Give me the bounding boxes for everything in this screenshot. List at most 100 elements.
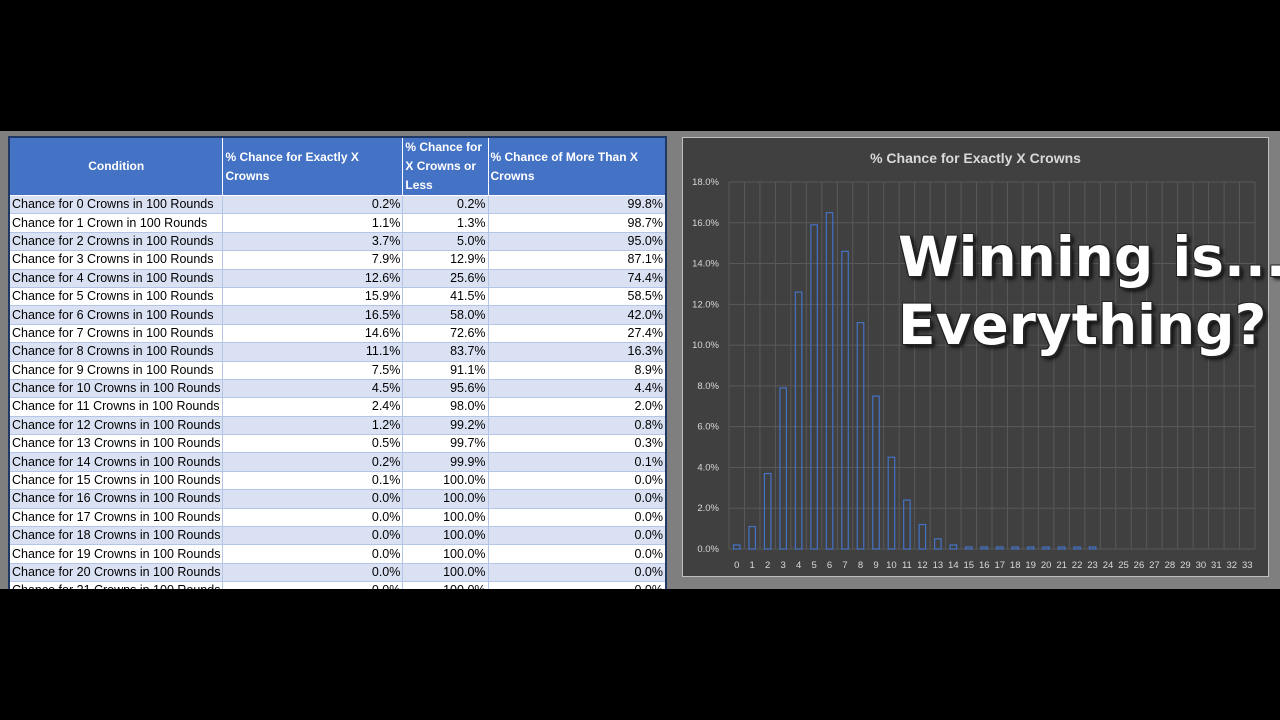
cell-more-than[interactable]: 87.1%: [487, 250, 667, 270]
cell-more-than[interactable]: 95.0%: [487, 231, 667, 252]
cell-condition[interactable]: Chance for 16 Crowns in 100 Rounds: [8, 489, 224, 509]
cell-or-less[interactable]: 12.9%: [402, 250, 489, 270]
cell-exactly[interactable]: 1.2%: [222, 415, 404, 436]
y-tick-label: 18.0%: [692, 177, 719, 188]
cell-or-less[interactable]: 5.0%: [402, 231, 489, 252]
cell-condition[interactable]: Chance for 3 Crowns in 100 Rounds: [8, 250, 224, 270]
cell-more-than[interactable]: 0.0%: [487, 581, 667, 589]
cell-condition[interactable]: Chance for 18 Crowns in 100 Rounds: [8, 526, 224, 546]
cell-more-than[interactable]: 0.0%: [487, 562, 667, 583]
cell-more-than[interactable]: 0.0%: [487, 544, 667, 564]
cell-more-than[interactable]: 58.5%: [487, 286, 667, 307]
header-exactly[interactable]: % Chance for Exactly X Crowns: [222, 136, 404, 196]
cell-or-less[interactable]: 100.0%: [402, 581, 489, 589]
cell-exactly[interactable]: 3.7%: [222, 231, 404, 252]
chart-panel[interactable]: % Chance for Exactly X Crowns 0.0% 2.0% 4.…: [682, 137, 1269, 577]
cell-exactly[interactable]: 0.0%: [222, 581, 404, 589]
cell-or-less[interactable]: 95.6%: [402, 378, 489, 399]
cell-or-less[interactable]: 41.5%: [402, 286, 489, 307]
cell-more-than[interactable]: 0.8%: [487, 415, 667, 436]
x-tick-label: 26: [1134, 560, 1145, 571]
cell-condition[interactable]: Chance for 11 Crowns in 100 Rounds: [8, 397, 224, 417]
cell-or-less[interactable]: 98.0%: [402, 397, 489, 417]
cell-condition[interactable]: Chance for 1 Crown in 100 Rounds: [8, 213, 224, 233]
cell-exactly[interactable]: 0.0%: [222, 526, 404, 546]
cell-more-than[interactable]: 98.7%: [487, 213, 667, 233]
cell-condition[interactable]: Chance for 15 Crowns in 100 Rounds: [8, 470, 224, 491]
cell-or-less[interactable]: 99.9%: [402, 452, 489, 472]
x-tick-label: 21: [1056, 560, 1067, 571]
cell-exactly[interactable]: 1.1%: [222, 213, 404, 233]
cell-or-less[interactable]: 25.6%: [402, 268, 489, 288]
cell-more-than[interactable]: 0.3%: [487, 434, 667, 454]
spreadsheet[interactable]: Condition % Chance for Exactly X Crowns …: [8, 136, 667, 589]
cell-exactly[interactable]: 2.4%: [222, 397, 404, 417]
cell-exactly[interactable]: 0.2%: [222, 452, 404, 472]
cell-exactly[interactable]: 0.0%: [222, 544, 404, 564]
cell-exactly[interactable]: 0.5%: [222, 434, 404, 454]
cell-more-than[interactable]: 99.8%: [487, 194, 667, 215]
cell-condition[interactable]: Chance for 12 Crowns in 100 Rounds: [8, 415, 224, 436]
cell-more-than[interactable]: 42.0%: [487, 305, 667, 325]
cell-exactly[interactable]: 11.1%: [222, 342, 404, 362]
cell-exactly[interactable]: 0.0%: [222, 507, 404, 528]
header-or-less[interactable]: % Chance for X Crowns or Less: [402, 136, 489, 196]
cell-condition[interactable]: Chance for 10 Crowns in 100 Rounds: [8, 378, 224, 399]
cell-condition[interactable]: Chance for 14 Crowns in 100 Rounds: [8, 452, 224, 472]
cell-more-than[interactable]: 2.0%: [487, 397, 667, 417]
cell-condition[interactable]: Chance for 19 Crowns in 100 Rounds: [8, 544, 224, 564]
cell-condition[interactable]: Chance for 13 Crowns in 100 Rounds: [8, 434, 224, 454]
cell-or-less[interactable]: 100.0%: [402, 489, 489, 509]
cell-exactly[interactable]: 0.1%: [222, 470, 404, 491]
cell-or-less[interactable]: 1.3%: [402, 213, 489, 233]
cell-exactly[interactable]: 4.5%: [222, 378, 404, 399]
cell-condition[interactable]: Chance for 8 Crowns in 100 Rounds: [8, 342, 224, 362]
cell-exactly[interactable]: 14.6%: [222, 323, 404, 344]
cell-condition[interactable]: Chance for 9 Crowns in 100 Rounds: [8, 360, 224, 380]
cell-condition[interactable]: Chance for 4 Crowns in 100 Rounds: [8, 268, 224, 288]
cell-exactly[interactable]: 16.5%: [222, 305, 404, 325]
cell-more-than[interactable]: 27.4%: [487, 323, 667, 344]
cell-or-less[interactable]: 99.7%: [402, 434, 489, 454]
cell-exactly[interactable]: 0.0%: [222, 562, 404, 583]
cell-or-less[interactable]: 100.0%: [402, 544, 489, 564]
table-row: Chance for 11 Crowns in 100 Rounds 2.4% 98…: [8, 397, 667, 417]
cell-more-than[interactable]: 0.0%: [487, 507, 667, 528]
cell-or-less[interactable]: 99.2%: [402, 415, 489, 436]
cell-more-than[interactable]: 16.3%: [487, 342, 667, 362]
cell-more-than[interactable]: 4.4%: [487, 378, 667, 399]
cell-condition[interactable]: Chance for 17 Crowns in 100 Rounds: [8, 507, 224, 528]
cell-condition[interactable]: Chance for 7 Crowns in 100 Rounds: [8, 323, 224, 344]
cell-or-less[interactable]: 100.0%: [402, 562, 489, 583]
header-more-than[interactable]: % Chance of More Than X Crowns: [487, 136, 667, 196]
cell-condition[interactable]: Chance for 0 Crowns in 100 Rounds: [8, 194, 224, 215]
cell-exactly[interactable]: 0.2%: [222, 194, 404, 215]
cell-more-than[interactable]: 0.0%: [487, 489, 667, 509]
cell-more-than[interactable]: 0.0%: [487, 526, 667, 546]
cell-or-less[interactable]: 100.0%: [402, 470, 489, 491]
cell-condition[interactable]: Chance for 6 Crowns in 100 Rounds: [8, 305, 224, 325]
header-condition[interactable]: Condition: [8, 136, 224, 196]
cell-more-than[interactable]: 0.0%: [487, 470, 667, 491]
cell-exactly[interactable]: 7.9%: [222, 250, 404, 270]
cell-exactly[interactable]: 7.5%: [222, 360, 404, 380]
cell-or-less[interactable]: 91.1%: [402, 360, 489, 380]
cell-more-than[interactable]: 8.9%: [487, 360, 667, 380]
cell-condition[interactable]: Chance for 5 Crowns in 100 Rounds: [8, 286, 224, 307]
cell-exactly[interactable]: 0.0%: [222, 489, 404, 509]
cell-or-less[interactable]: 83.7%: [402, 342, 489, 362]
cell-exactly[interactable]: 15.9%: [222, 286, 404, 307]
cell-or-less[interactable]: 100.0%: [402, 526, 489, 546]
bar: [995, 546, 1004, 550]
cell-more-than[interactable]: 0.1%: [487, 452, 667, 472]
cell-condition[interactable]: Chance for 20 Crowns in 100 Rounds: [8, 562, 224, 583]
x-tick-label: 27: [1149, 560, 1160, 571]
cell-or-less[interactable]: 72.6%: [402, 323, 489, 344]
cell-more-than[interactable]: 74.4%: [487, 268, 667, 288]
cell-or-less[interactable]: 58.0%: [402, 305, 489, 325]
cell-or-less[interactable]: 100.0%: [402, 507, 489, 528]
cell-condition[interactable]: Chance for 21 Crowns in 100 Rounds: [8, 581, 224, 589]
cell-or-less[interactable]: 0.2%: [402, 194, 489, 215]
cell-condition[interactable]: Chance for 2 Crowns in 100 Rounds: [8, 231, 224, 252]
cell-exactly[interactable]: 12.6%: [222, 268, 404, 288]
